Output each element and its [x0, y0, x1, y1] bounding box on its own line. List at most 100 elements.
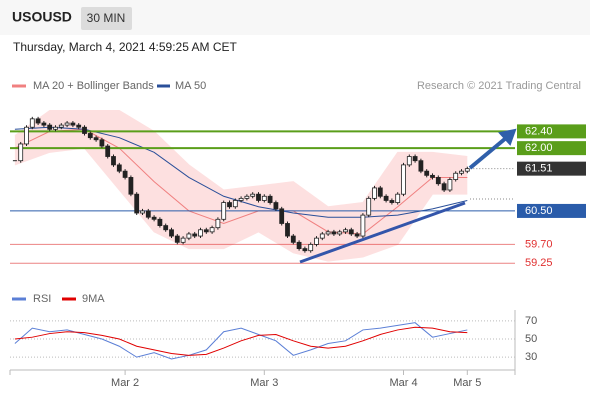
x-tick-label: Mar 2 — [111, 377, 139, 389]
level-label: 62.40 — [525, 125, 553, 137]
candle — [99, 139, 105, 147]
candle — [453, 172, 459, 180]
candle — [441, 183, 447, 191]
candle — [267, 195, 273, 203]
x-tick-label: Mar 5 — [453, 377, 481, 389]
x-tick-label: Mar 3 — [250, 377, 278, 389]
candle — [41, 122, 47, 126]
candle — [24, 126, 29, 145]
legend-label: RSI — [33, 293, 51, 305]
candle — [383, 195, 389, 201]
candle — [227, 202, 232, 208]
candle — [348, 229, 354, 235]
candle — [412, 156, 418, 162]
candle — [424, 170, 430, 176]
candle — [53, 126, 58, 130]
candle — [343, 229, 348, 233]
candle — [29, 118, 35, 128]
level-label-box — [517, 124, 586, 139]
y-tick-label: 70 — [525, 315, 537, 327]
candle — [250, 193, 256, 197]
candle — [82, 126, 87, 134]
candle — [35, 118, 41, 124]
candle — [302, 248, 308, 252]
candle — [244, 195, 250, 199]
candle — [163, 225, 169, 231]
candle — [116, 164, 122, 172]
interval-tab[interactable] — [81, 7, 132, 30]
candle — [198, 229, 203, 237]
credit: Research © 2021 Trading Central — [417, 80, 581, 92]
level-label: 62.00 — [525, 142, 553, 154]
legend-label: MA 50 — [175, 80, 206, 92]
level-label: 59.25 — [525, 257, 553, 269]
candle — [261, 195, 267, 201]
candle — [319, 233, 325, 239]
candle — [192, 233, 198, 237]
candle — [447, 179, 453, 191]
candle — [151, 216, 157, 220]
candle — [122, 170, 128, 178]
candle — [435, 177, 441, 185]
candle — [256, 193, 261, 201]
candle — [180, 237, 186, 243]
candle — [279, 208, 285, 224]
candle — [372, 187, 377, 199]
candle — [209, 227, 215, 233]
candle — [360, 214, 366, 237]
bollinger-upper — [14, 109, 468, 208]
candle — [273, 202, 279, 210]
level-label-box — [517, 203, 586, 218]
candle — [58, 124, 64, 128]
candle — [221, 202, 227, 220]
x-tick-label: Mar 4 — [389, 377, 417, 389]
candle — [186, 233, 192, 239]
candle — [337, 231, 343, 235]
candle — [296, 241, 302, 250]
candle — [47, 124, 53, 130]
candle — [285, 223, 290, 237]
level-label: 60.50 — [525, 205, 553, 217]
candle — [290, 235, 296, 243]
level-label-box — [517, 141, 586, 156]
level-label: 61.51 — [525, 163, 553, 175]
candle — [430, 174, 435, 178]
forecast-arrow-head — [498, 128, 517, 146]
candle — [401, 164, 406, 195]
candle — [18, 143, 24, 162]
candle — [331, 231, 337, 235]
y-tick-label: 50 — [525, 333, 537, 345]
candle — [93, 137, 99, 141]
candle — [395, 193, 401, 203]
candle — [232, 200, 238, 208]
bollinger-lower — [14, 147, 468, 262]
rsi-line — [14, 326, 468, 356]
legend-label: MA 20 + Bollinger Bands — [33, 80, 154, 92]
datetime: Thursday, March 4, 2021 4:59:25 AM CET — [13, 40, 238, 54]
candle — [215, 218, 221, 229]
candle — [174, 235, 180, 243]
candle — [169, 229, 174, 237]
candle — [87, 133, 93, 139]
candle — [64, 122, 70, 126]
candle — [377, 187, 383, 197]
candle — [70, 122, 76, 126]
candle — [308, 244, 314, 252]
candle — [105, 145, 111, 157]
candle — [314, 237, 319, 245]
y-tick-label: 30 — [525, 351, 537, 363]
candle — [389, 200, 395, 203]
interval-label[interactable]: 30 MIN — [87, 11, 126, 25]
support-trendline — [299, 201, 466, 264]
symbol: USOUSD — [12, 9, 72, 25]
candle — [354, 233, 360, 237]
candle — [366, 197, 372, 216]
candle — [464, 168, 470, 172]
candle — [459, 170, 464, 174]
level-label-box — [517, 161, 586, 176]
candle — [325, 231, 331, 235]
rsi-line — [14, 322, 468, 360]
candle — [134, 193, 140, 214]
candle — [76, 124, 82, 128]
